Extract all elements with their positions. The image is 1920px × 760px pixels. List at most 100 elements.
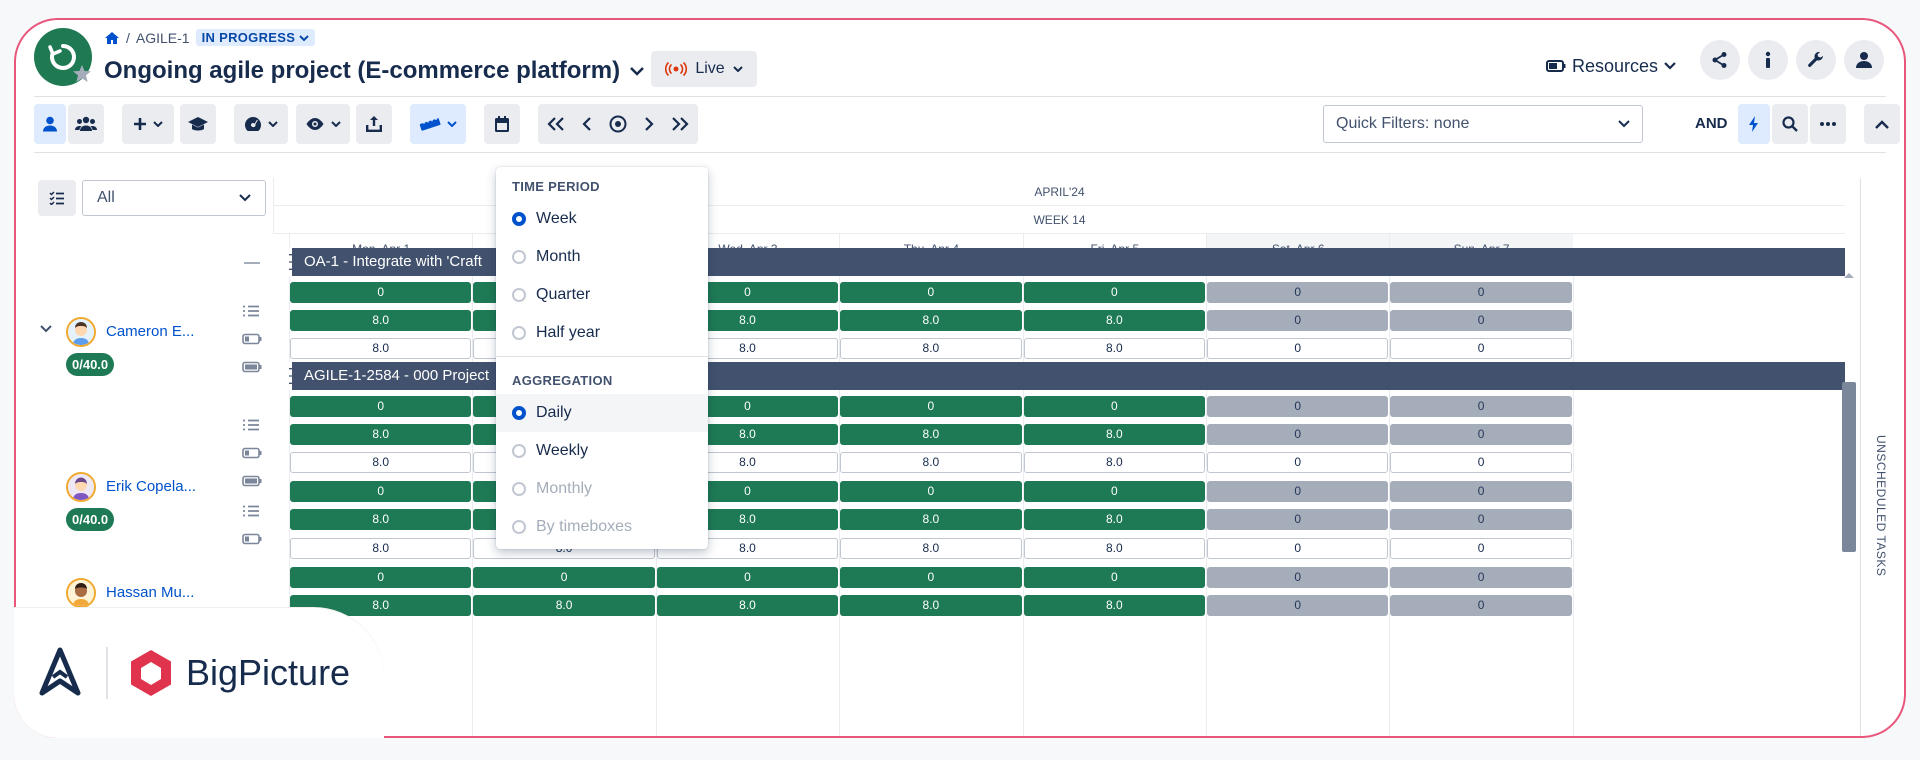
resources-menu[interactable]: Resources: [1546, 48, 1676, 84]
capacity-cell[interactable]: 0: [1207, 310, 1389, 331]
remaining-cell[interactable]: 0: [1207, 452, 1389, 473]
capacity-cell[interactable]: 0: [1207, 509, 1389, 530]
capacity-cell[interactable]: 8.0: [840, 509, 1022, 530]
search-button[interactable]: [1772, 104, 1808, 144]
remaining-cell[interactable]: 0: [1390, 538, 1572, 559]
share-button[interactable]: [1700, 40, 1740, 80]
info-button[interactable]: [1748, 40, 1788, 80]
collapse-header-button[interactable]: [1864, 104, 1900, 144]
status-badge[interactable]: IN PROGRESS: [195, 29, 316, 46]
allocated-cell[interactable]: 0: [473, 567, 655, 588]
chevron-right-icon[interactable]: [644, 117, 654, 131]
capacity-cell[interactable]: 8.0: [656, 595, 839, 616]
resource-name[interactable]: Cameron E...: [106, 323, 195, 340]
allocated-cell[interactable]: 0: [1390, 481, 1572, 502]
resource-name[interactable]: Erik Copela...: [106, 478, 197, 495]
allocated-cell[interactable]: 0: [1390, 567, 1572, 588]
add-menu-button[interactable]: [122, 104, 174, 144]
allocated-cell[interactable]: 0: [290, 481, 472, 502]
scroll-up-icon[interactable]: [1843, 271, 1855, 279]
capacity-cell[interactable]: 8.0: [1023, 595, 1205, 616]
page-title[interactable]: Ongoing agile project (E-commerce platfo…: [104, 57, 644, 85]
skills-button[interactable]: [180, 104, 216, 144]
team-view-button[interactable]: [68, 104, 104, 144]
capacity-cell[interactable]: 0: [1390, 424, 1572, 445]
jump-back-icon[interactable]: [547, 117, 565, 131]
user-profile-button[interactable]: [1844, 40, 1884, 80]
breadcrumb-project[interactable]: AGILE-1: [135, 29, 190, 46]
aggregation-weekly[interactable]: Weekly: [496, 432, 708, 470]
allocated-cell[interactable]: 0: [1207, 396, 1389, 417]
collapse-all-dash[interactable]: [244, 262, 260, 264]
allocated-cell[interactable]: 0: [1207, 481, 1389, 502]
allocated-cell[interactable]: 0: [1207, 567, 1389, 588]
time-period-half-year[interactable]: Half year: [496, 314, 708, 352]
remaining-cell[interactable]: 0: [1390, 338, 1572, 359]
settings-button[interactable]: [1796, 40, 1836, 80]
aggregation-daily[interactable]: Daily: [496, 394, 708, 432]
capacity-cell[interactable]: 8.0: [473, 595, 655, 616]
time-period-week[interactable]: Week: [496, 200, 708, 238]
capacity-cell[interactable]: 8.0: [840, 424, 1022, 445]
favorite-star-icon[interactable]: [72, 64, 92, 84]
capacity-cell[interactable]: 8.0: [290, 310, 472, 331]
remaining-cell[interactable]: 8.0: [1023, 338, 1205, 359]
allocated-cell[interactable]: 0: [1023, 481, 1205, 502]
remaining-cell[interactable]: 8.0: [840, 338, 1022, 359]
capacity-cell[interactable]: 8.0: [290, 424, 472, 445]
chevron-left-icon[interactable]: [582, 117, 592, 131]
resource-filter-select[interactable]: All: [82, 180, 266, 216]
and-toggle[interactable]: AND: [1695, 115, 1728, 132]
single-view-button[interactable]: [34, 104, 66, 144]
calendar-button[interactable]: [484, 104, 520, 144]
allocated-cell[interactable]: 0: [290, 567, 472, 588]
quick-filters-select[interactable]: Quick Filters: none: [1323, 105, 1643, 143]
view-options-button[interactable]: [296, 104, 350, 144]
remaining-cell[interactable]: 8.0: [840, 452, 1022, 473]
export-button[interactable]: [356, 104, 392, 144]
remaining-cell[interactable]: 8.0: [290, 338, 472, 359]
allocated-cell[interactable]: 0: [840, 481, 1022, 502]
remaining-cell[interactable]: 0: [1390, 452, 1572, 473]
remaining-cell[interactable]: 0: [1207, 338, 1389, 359]
remaining-cell[interactable]: 8.0: [1023, 538, 1205, 559]
more-button[interactable]: [1810, 104, 1846, 144]
allocated-cell[interactable]: 0: [840, 396, 1022, 417]
allocated-cell[interactable]: 0: [840, 282, 1022, 303]
chevron-down-icon[interactable]: [40, 325, 52, 333]
capacity-cell[interactable]: 8.0: [840, 310, 1022, 331]
capacity-cell[interactable]: 0: [1207, 424, 1389, 445]
unscheduled-tasks-tab[interactable]: UNSCHEDULED TASKS: [1874, 435, 1888, 577]
capacity-cell[interactable]: 8.0: [1023, 509, 1205, 530]
allocated-cell[interactable]: 0: [1023, 282, 1205, 303]
capacity-cell[interactable]: 0: [1390, 310, 1572, 331]
allocated-cell[interactable]: 0: [1390, 282, 1572, 303]
gauge-menu-button[interactable]: [234, 104, 288, 144]
vertical-scrollbar[interactable]: [1842, 382, 1856, 552]
quick-filter-lightning-button[interactable]: [1738, 104, 1770, 144]
capacity-cell[interactable]: 8.0: [290, 509, 472, 530]
allocated-cell[interactable]: 0: [840, 567, 1022, 588]
allocated-cell[interactable]: 0: [1390, 396, 1572, 417]
jump-forward-icon[interactable]: [671, 117, 689, 131]
live-mode-button[interactable]: Live: [651, 51, 757, 87]
capacity-cell[interactable]: 0: [1390, 509, 1572, 530]
capacity-cell[interactable]: 0: [1390, 595, 1572, 616]
resource-name[interactable]: Hassan Mu...: [106, 584, 195, 601]
time-period-month[interactable]: Month: [496, 238, 708, 276]
today-target-icon[interactable]: [609, 115, 627, 133]
capacity-cell[interactable]: 8.0: [1023, 310, 1205, 331]
capacity-cell[interactable]: 8.0: [1023, 424, 1205, 445]
remaining-cell[interactable]: 8.0: [1023, 452, 1205, 473]
time-scale-button[interactable]: [410, 104, 466, 144]
remaining-cell[interactable]: 8.0: [840, 538, 1022, 559]
allocated-cell[interactable]: 0: [1023, 567, 1205, 588]
home-icon[interactable]: [104, 31, 120, 45]
allocated-cell[interactable]: 0: [656, 567, 839, 588]
allocated-cell[interactable]: 0: [1023, 396, 1205, 417]
remaining-cell[interactable]: 8.0: [290, 538, 472, 559]
capacity-cell[interactable]: 8.0: [840, 595, 1022, 616]
allocated-cell[interactable]: 0: [290, 282, 472, 303]
remaining-cell[interactable]: 0: [1207, 538, 1389, 559]
allocated-cell[interactable]: 0: [1207, 282, 1389, 303]
